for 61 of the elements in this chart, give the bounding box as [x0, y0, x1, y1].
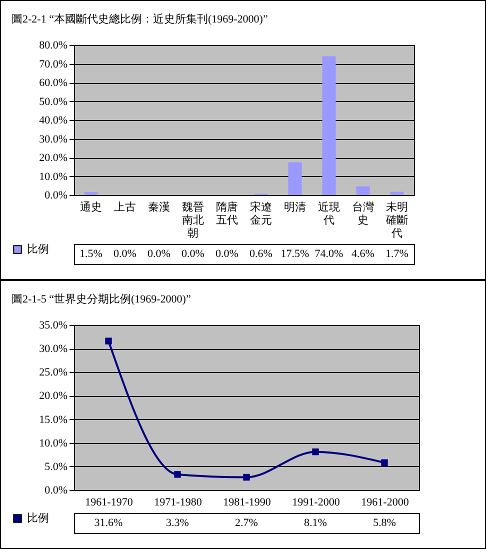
y-tick-label: 0.0%	[44, 190, 68, 202]
y-tick-label: 10.0%	[39, 437, 68, 450]
y-tick-label: 20.0%	[39, 152, 68, 164]
x-tick-label: 秦漢	[148, 200, 170, 214]
data-label: 0.0%	[216, 248, 238, 260]
bar	[84, 192, 98, 195]
data-label: 3.3%	[166, 517, 189, 529]
x-tick-label: 宋遼金元	[250, 200, 272, 226]
y-tick-label: 10.0%	[39, 170, 68, 183]
data-label: 0.6%	[250, 248, 272, 260]
point	[243, 474, 250, 481]
y-tick-label: 0.0%	[44, 484, 68, 496]
y-tick-label: 30.0%	[39, 343, 68, 356]
data-label: 1.5%	[80, 248, 102, 260]
chart-title: 圖2-2-1 “本國斷代史總比例：近史所集刊(1969-2000)”	[12, 12, 268, 26]
data-label: 4.6%	[352, 248, 374, 260]
data-label: 17.5%	[280, 248, 310, 260]
y-tick-label: 30.0%	[39, 133, 68, 146]
y-tick-label: 15.0%	[39, 414, 68, 426]
x-tick-label: 1991-2000	[292, 496, 340, 508]
x-tick-label: 1961-2000	[361, 496, 410, 508]
data-label: 0.0%	[148, 248, 170, 260]
bar	[288, 162, 302, 195]
x-tick-label: 未明確斷代	[385, 200, 408, 240]
y-tick-label: 70.0%	[39, 58, 68, 70]
y-tick-label: 25.0%	[39, 366, 68, 379]
data-label: 8.1%	[304, 517, 327, 529]
point	[312, 448, 319, 456]
bar	[322, 56, 336, 195]
chart-title: 圖2-1-5 “世界史分期比例(1969-2000)”	[12, 292, 191, 306]
x-tick-label: 通史	[80, 200, 102, 214]
data-label: 0.0%	[114, 248, 136, 260]
point	[381, 459, 388, 466]
x-tick-label: 上古	[114, 200, 136, 214]
legend-label: 比例	[27, 512, 49, 524]
y-tick-label: 40.0%	[39, 114, 68, 126]
data-label: 74.0%	[314, 248, 344, 260]
x-tick-label: 明清	[284, 200, 306, 214]
y-tick-label: 80.0%	[39, 40, 68, 52]
y-tick-label: 20.0%	[39, 390, 68, 402]
x-tick-label: 台灣史	[352, 200, 374, 226]
x-tick-label: 近現代	[318, 200, 340, 226]
y-tick-label: 60.0%	[39, 77, 68, 89]
x-tick-label: 1971-1980	[154, 496, 202, 508]
y-tick-label: 5.0%	[44, 460, 68, 473]
y-tick-label: 50.0%	[39, 96, 68, 108]
x-tick-label: 隋唐五代	[216, 200, 238, 226]
data-label: 5.8%	[373, 517, 396, 529]
data-label: 1.7%	[386, 248, 408, 260]
bar	[390, 192, 404, 195]
data-label: 2.7%	[235, 517, 258, 529]
data-label: 0.0%	[182, 248, 204, 260]
legend-label: 比例	[27, 242, 49, 256]
x-tick-label: 1981-1990	[223, 496, 272, 508]
point	[105, 338, 112, 344]
bar	[356, 186, 370, 195]
x-tick-label: 魏晉南北朝	[182, 202, 204, 240]
point	[174, 471, 181, 478]
y-tick-label: 35.0%	[39, 320, 68, 332]
data-label: 31.6%	[94, 517, 123, 529]
x-tick-label: 1961-1970	[85, 496, 134, 508]
